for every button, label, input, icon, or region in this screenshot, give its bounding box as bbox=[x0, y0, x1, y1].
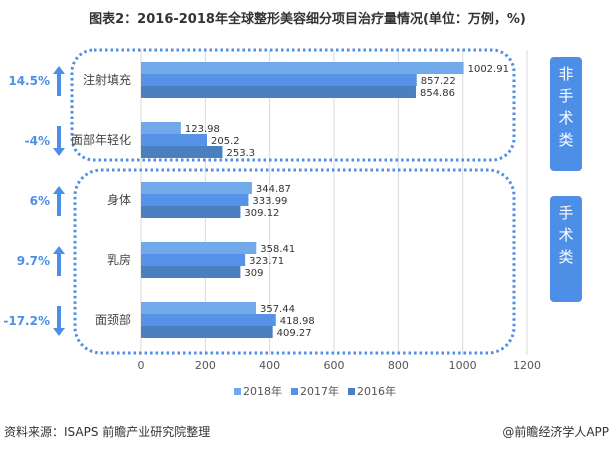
legend-swatch bbox=[291, 388, 298, 395]
bar-2017年 bbox=[141, 254, 246, 266]
arrow-up-icon bbox=[53, 186, 65, 216]
non-surgical-label: 非手术类 bbox=[550, 57, 582, 171]
credit-note: @前瞻经济学人APP bbox=[502, 425, 609, 439]
surgical-label: 手术类 bbox=[550, 196, 582, 302]
data-label: 409.27 bbox=[277, 328, 312, 339]
x-tick-label: 1000 bbox=[449, 359, 477, 372]
bar-2016年 bbox=[141, 206, 241, 218]
non-surgical-group-box bbox=[70, 48, 516, 162]
legend-label: 2018年 bbox=[243, 384, 282, 398]
data-label: 857.22 bbox=[421, 76, 456, 87]
x-tick-label: 200 bbox=[195, 359, 216, 372]
legend-label: 2016年 bbox=[357, 384, 396, 398]
bar-2018年 bbox=[141, 62, 464, 74]
x-tick-label: 0 bbox=[138, 359, 145, 372]
x-tick-label: 400 bbox=[259, 359, 280, 372]
data-label: 323.71 bbox=[249, 256, 284, 267]
bar-2018年 bbox=[141, 302, 256, 314]
x-tick-label: 800 bbox=[388, 359, 409, 372]
legend-swatch bbox=[348, 388, 355, 395]
arrow-down-icon bbox=[53, 126, 65, 156]
bar-2016年 bbox=[141, 266, 241, 278]
bar-2018年 bbox=[141, 122, 181, 134]
data-label: 309.12 bbox=[244, 208, 279, 219]
bar-2018年 bbox=[141, 242, 257, 254]
data-label: 333.99 bbox=[252, 196, 287, 207]
category-label: 面部年轻化 bbox=[71, 132, 131, 147]
category-label: 身体 bbox=[107, 192, 131, 207]
bar-2016年 bbox=[141, 86, 416, 98]
arrow-up-icon bbox=[53, 246, 65, 276]
growth-label: -4% bbox=[25, 134, 50, 148]
legend-swatch bbox=[234, 388, 241, 395]
arrow-down-icon bbox=[53, 306, 65, 336]
bar-2018年 bbox=[141, 182, 252, 194]
arrow-up-icon bbox=[53, 66, 65, 96]
growth-label: 6% bbox=[30, 194, 50, 208]
data-label: 1002.91 bbox=[468, 64, 509, 75]
data-label: 123.98 bbox=[185, 124, 220, 135]
data-label: 309 bbox=[244, 268, 263, 279]
bar-2016年 bbox=[141, 326, 273, 338]
data-label: 205.2 bbox=[211, 136, 240, 147]
bar-2017年 bbox=[141, 134, 208, 146]
category-label: 面颈部 bbox=[95, 312, 131, 327]
growth-label: 9.7% bbox=[17, 254, 50, 268]
bar-2017年 bbox=[141, 314, 276, 326]
bar-2016年 bbox=[141, 146, 223, 158]
chart-title: 图表2：2016-2018年全球整形美容细分项目治疗量情况(单位：万例，%) bbox=[89, 12, 526, 27]
source-note: 资料来源：ISAPS 前瞻产业研究院整理 bbox=[4, 425, 211, 439]
x-tick-label: 1200 bbox=[513, 359, 541, 372]
category-label: 乳房 bbox=[107, 252, 131, 267]
surgical-group-box bbox=[73, 168, 516, 355]
data-label: 358.41 bbox=[260, 244, 295, 255]
bar-2017年 bbox=[141, 74, 417, 86]
data-label: 418.98 bbox=[280, 316, 315, 327]
data-label: 357.44 bbox=[260, 304, 295, 315]
growth-label: -17.2% bbox=[3, 314, 50, 328]
data-label: 344.87 bbox=[256, 184, 291, 195]
data-label: 854.86 bbox=[420, 88, 455, 99]
x-tick-label: 600 bbox=[324, 359, 345, 372]
category-label: 注射填充 bbox=[83, 72, 131, 87]
data-label: 253.3 bbox=[226, 148, 255, 159]
bar-2017年 bbox=[141, 194, 249, 206]
legend-label: 2017年 bbox=[300, 384, 339, 398]
growth-label: 14.5% bbox=[8, 74, 50, 88]
